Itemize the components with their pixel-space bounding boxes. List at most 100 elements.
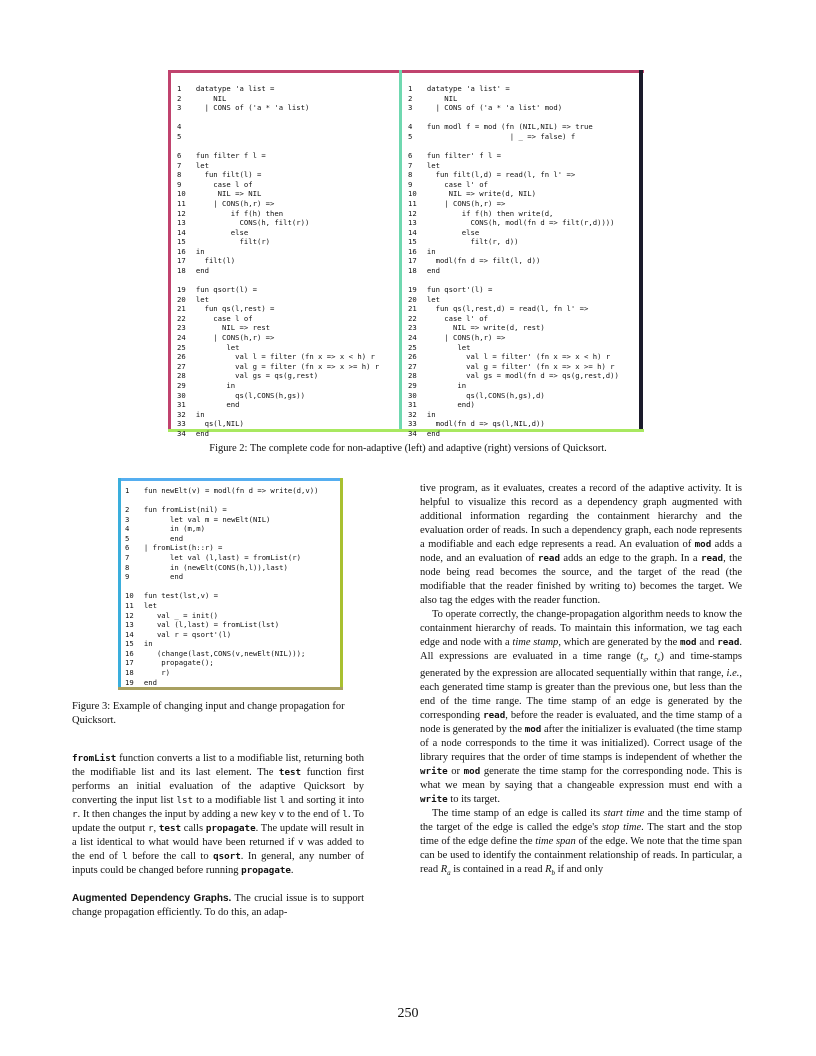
code-line-number: 8 bbox=[125, 562, 130, 572]
text-run: To operate correctly, the change-propaga… bbox=[420, 609, 742, 648]
code-line-number: 26 bbox=[408, 352, 417, 362]
code-line: 18 r) bbox=[125, 668, 318, 678]
code-line: 20 let bbox=[408, 295, 619, 305]
code-line-number: 15 bbox=[408, 237, 417, 247]
code-line: 4 fun modl f = mod (fn (NIL,NIL) => true bbox=[408, 122, 619, 132]
code-line: 16 (change(last,CONS(v,newElt(NIL))); bbox=[125, 649, 318, 659]
code-line-number: 2 bbox=[125, 505, 130, 515]
code-text: fun fromList(nil) = bbox=[143, 505, 227, 515]
text-run: and bbox=[696, 637, 718, 648]
code-line: 10 NIL => write(d, NIL) bbox=[408, 189, 619, 199]
text-run: . In general, any number of inputs could… bbox=[72, 851, 365, 876]
code-line: 7 let val (l,last) = fromList(r) bbox=[125, 553, 318, 563]
text-run: b bbox=[551, 869, 556, 878]
text-run: adds an edge to the graph. In a bbox=[559, 553, 701, 564]
text-run: The time stamp of an edge is called its bbox=[432, 808, 604, 820]
text-run: generate the time stamp for the correspo… bbox=[420, 766, 743, 792]
code-text: fun newElt(v) = modl(fn d => write(d,v)) bbox=[143, 486, 319, 495]
text-run: test bbox=[278, 767, 302, 778]
code-line: 30 qs(l,CONS(h,gs)) bbox=[177, 391, 379, 401]
text-run: , bbox=[645, 651, 655, 662]
code-text: | CONS(h,r) => bbox=[195, 333, 275, 343]
code-line: 4 in (m,m) bbox=[125, 524, 318, 534]
code-line: 10 fun test(lst,v) = bbox=[125, 591, 318, 601]
text-run: function converts a list to a modifiable… bbox=[72, 753, 364, 778]
code-line: 5 | _ => false) f bbox=[408, 132, 619, 142]
code-line: 34 end bbox=[177, 429, 379, 439]
code-text: qs(l,CONS(h,gs)) bbox=[195, 390, 305, 400]
code-text: CONS(h, modl(fn d => filt(r,d)))) bbox=[426, 218, 615, 228]
code-line-number: 23 bbox=[408, 323, 417, 333]
code-text: filt(l) bbox=[195, 256, 236, 266]
code-text: | fromList(h::r) = bbox=[143, 543, 223, 553]
code-text: val (l,last) = fromList(lst) bbox=[143, 620, 280, 630]
text-run: mod bbox=[679, 637, 697, 648]
text-run: l bbox=[342, 809, 348, 820]
text-run: R bbox=[545, 864, 552, 876]
code-line-number: 1 bbox=[177, 84, 182, 93]
code-line: 7 let bbox=[408, 161, 619, 171]
code-text: datatype 'a list = bbox=[195, 84, 275, 93]
code-text: if f(h) then bbox=[195, 208, 284, 218]
code-line-number: 14 bbox=[408, 227, 417, 237]
code-text: let bbox=[195, 294, 209, 304]
code-line: 2 NIL bbox=[177, 94, 379, 104]
text-run: read bbox=[537, 553, 560, 564]
code-line-number: 7 bbox=[408, 160, 413, 170]
text-run: . To update the output bbox=[72, 809, 364, 834]
code-text: fun qsort(l) = bbox=[195, 285, 257, 295]
code-line-number: 5 bbox=[177, 131, 182, 141]
code-line-number: 32 bbox=[408, 409, 417, 419]
code-line-number: 6 bbox=[125, 543, 130, 553]
code-blank-line bbox=[408, 113, 619, 123]
code-line: 17 filt(l) bbox=[177, 256, 379, 266]
code-line-number: 14 bbox=[125, 629, 134, 639]
code-text: fun filt(l,d) = read(l, fn l' => bbox=[426, 170, 576, 180]
code-text: in bbox=[195, 380, 236, 390]
text-run: propagate bbox=[205, 823, 256, 834]
code-text: end bbox=[143, 533, 184, 543]
code-line-number: 33 bbox=[177, 419, 186, 429]
code-line: 27 val g = filter (fn x => x >= h) r bbox=[177, 362, 379, 372]
code-line: 26 val l = filter (fn x => x < h) r bbox=[177, 352, 379, 362]
code-line-number: 25 bbox=[408, 342, 417, 352]
code-text: case l' of bbox=[426, 179, 488, 189]
code-line-number: 1 bbox=[125, 486, 130, 495]
fig2-right-border bbox=[639, 70, 643, 432]
code-line-number: 21 bbox=[177, 304, 186, 314]
code-line: 1 datatype 'a list' = bbox=[408, 84, 619, 94]
code-line: 9 case l' of bbox=[408, 180, 619, 190]
code-line-number: 30 bbox=[177, 390, 186, 400]
text-run: to its target. bbox=[447, 794, 500, 806]
code-line-number: 31 bbox=[177, 400, 186, 410]
fig2-adaptive-code: 1 datatype 'a list' = 2 NIL 3 | CONS of ('a… bbox=[408, 84, 619, 438]
code-text: case l of bbox=[195, 179, 253, 189]
code-text: NIL bbox=[195, 93, 227, 103]
paragraph-time-span: The time stamp of an edge is called its … bbox=[420, 807, 742, 880]
text-run: , before the reader is evaluated, and th… bbox=[420, 710, 742, 736]
code-line: 31 end) bbox=[408, 400, 619, 410]
text-run: lst bbox=[176, 795, 194, 806]
text-run: time stamp bbox=[512, 637, 559, 648]
code-line-number: 9 bbox=[125, 572, 130, 582]
code-line: 25 let bbox=[177, 343, 379, 353]
code-line-number: 21 bbox=[408, 304, 417, 314]
code-text: datatype 'a list' = bbox=[426, 84, 510, 93]
code-line-number: 27 bbox=[408, 361, 417, 371]
code-line: 9 end bbox=[125, 572, 318, 582]
code-text: | _ => false) f bbox=[426, 131, 576, 141]
code-line-number: 33 bbox=[408, 419, 417, 429]
code-line: 32 in bbox=[177, 410, 379, 420]
code-line: 12 if f(h) then bbox=[177, 209, 379, 219]
code-line-number: 29 bbox=[177, 380, 186, 390]
text-run: Augmented Dependency Graphs. bbox=[72, 893, 232, 904]
code-line-number: 3 bbox=[408, 103, 413, 113]
fig3-left-border bbox=[118, 478, 121, 690]
code-line: 30 qs(l,CONS(h,gs),d) bbox=[408, 391, 619, 401]
text-run: fromList bbox=[72, 753, 117, 764]
code-text: fun qs(l,rest) = bbox=[195, 304, 275, 314]
code-line-number: 27 bbox=[177, 361, 186, 371]
code-line: 9 case l of bbox=[177, 180, 379, 190]
code-line-number: 5 bbox=[125, 533, 130, 543]
code-text: | CONS of ('a * 'a list) bbox=[195, 103, 310, 113]
